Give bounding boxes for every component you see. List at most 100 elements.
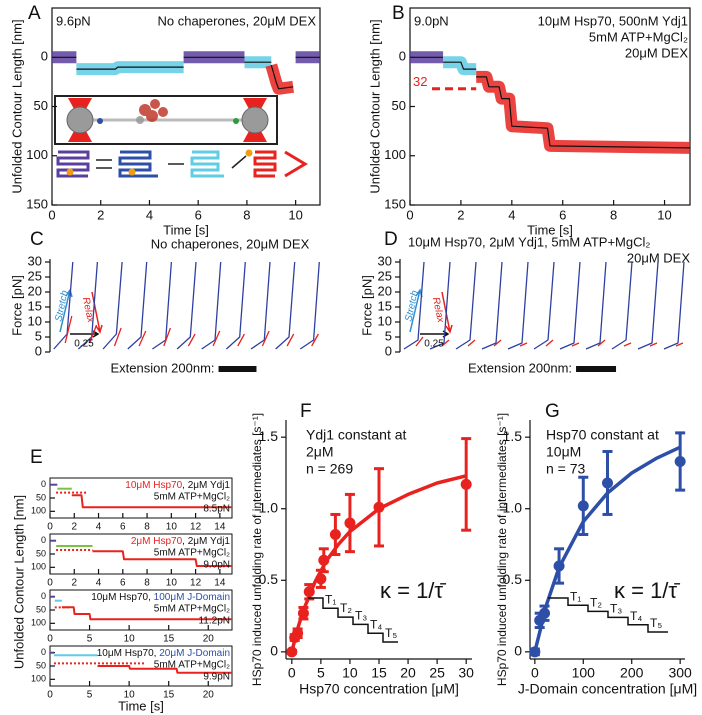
annotation: 2μM [306,444,334,460]
y-axis-label: HSp70 induced unfolding rate of intermed… [495,413,509,686]
y-tick-label: 10 [378,313,392,328]
x-tick-label: 30 [458,665,474,681]
force-label: 8.5pN [203,504,230,515]
buffer-label: 5mM ATP+MgCl₂ [154,604,230,615]
x-tick-label: 100 [572,665,596,681]
bead [66,106,94,134]
x-tick-label: 6 [120,522,126,533]
y-tick-label: 50 [36,548,46,558]
condition-part: , 2μM Ydj1 [182,536,230,547]
x-tick-label: 10 [657,207,671,222]
y-tick-label: 100 [384,147,406,162]
y-axis-label: Unfolded Contour Length [nm] [9,19,24,193]
point [318,554,330,566]
x-tick-label: 4 [96,578,102,589]
x-tick-label: 5 [317,665,325,681]
y-tick-label: 0 [41,479,46,489]
x-tick-label: 2 [71,522,77,533]
x-tick-label: 15 [163,690,175,701]
chaperone [245,149,253,157]
panel-title: 10μM Hsp70, 2μM Ydj1, 5mM ATP+MgCl₂ [408,234,650,249]
condition-part: 20μM J-Domain [159,648,230,659]
trace-mean [443,61,477,70]
annotation: n = 269 [306,461,353,477]
point [315,573,327,585]
x-tick-label: 0 [47,690,53,701]
buffer-label: 5mM ATP+MgCl₂ [154,548,230,559]
y-tick-label: 1.5 [503,428,523,444]
inset-label: T₅ [650,616,662,630]
protein [136,99,168,124]
cycle-annotation: Relax [430,296,446,324]
y-axis-label: Force [pN] [359,275,374,336]
y-tick-label: 5 [35,328,42,343]
y-axis-label: Unfolded Contour Length [nm] [367,19,382,193]
x-tick-label: 0 [47,634,53,645]
intermediate-state [190,150,224,178]
point [602,477,613,489]
cycle-annotation: Relax [80,296,96,324]
y-tick-label: 15 [28,298,42,313]
annotation: 10μM Hsp70, 500nM Ydj1 [538,13,688,28]
condition-label: 2μM Hsp70, 2μM Ydj1 [131,536,231,547]
x-tick-label: 5 [87,690,93,701]
x-tick-label: 6 [195,207,202,222]
folding-scheme [56,149,308,178]
point [460,478,472,490]
trap-diagram [54,95,278,145]
inset-label: T₄ [630,609,642,623]
y-axis-label: Unfolded Contour Length [nm] [11,495,26,669]
trace-mean [476,76,691,149]
trace [92,550,232,567]
force-label: 9.0pN [203,560,230,571]
x-tick-label: 25 [429,665,445,681]
fit-curve [533,445,681,653]
protein-blob [146,110,158,122]
y-tick-label: 0 [514,643,522,659]
x-axis-label: Extension 200nm: [468,360,572,375]
y-tick-label: 0 [270,643,278,659]
x-tick-label: 6 [559,207,566,222]
condition-part: 10μM Hsp70, [91,592,153,603]
y-tick-label: 5 [385,328,392,343]
trace [61,606,232,621]
y-tick-label: 1.5 [259,428,279,444]
x-tick-label: 5 [87,634,93,645]
bead [241,106,269,134]
y-tick-label: 0 [41,535,46,545]
x-tick-label: 8 [144,522,150,533]
x-tick-label: 0 [48,207,55,222]
y-tick-label: 100 [31,618,46,628]
x-tick-label: 0 [288,665,296,681]
y-tick-label: 20 [378,283,392,298]
buffer-label: 5mM ATP+MgCl₂ [154,492,230,503]
condition-part: , 2μM Ydj1 [182,480,230,491]
force-label: 11.2pN [198,616,230,627]
inset-label: T₁ [570,589,581,603]
point [286,646,298,658]
condition-part: 100μM J-Domain [154,592,230,603]
panel-label: G [545,401,560,422]
x-tick-label: 10 [124,690,136,701]
condition-label: 10μM Hsp70, 100μM J-Domain [91,592,230,603]
threshold-label: 32 [413,74,427,89]
x-tick-label: 200 [620,665,644,681]
x-axis-label: Hsp70 concentration [μM] [299,681,459,697]
x-tick-label: 10 [288,207,302,222]
protein-blob [150,99,160,109]
y-tick-label: 0.5 [259,571,279,587]
point [553,560,565,572]
y-tick-label: 0 [385,343,392,358]
relax-arrow [91,291,103,334]
y-tick-label: 1.0 [259,499,279,515]
scale-bar [576,366,617,372]
x-tick-label: 2 [97,207,104,222]
x-tick-label: 8 [144,578,150,589]
condition-label: 10μM Hsp70, 20μM J-Domain [97,648,230,659]
unfolded-state [253,150,308,178]
x-tick-label: 0 [47,578,53,589]
x-tick-label: 0 [406,207,413,222]
y-tick-label: 150 [26,196,48,211]
force-trace [64,315,319,347]
